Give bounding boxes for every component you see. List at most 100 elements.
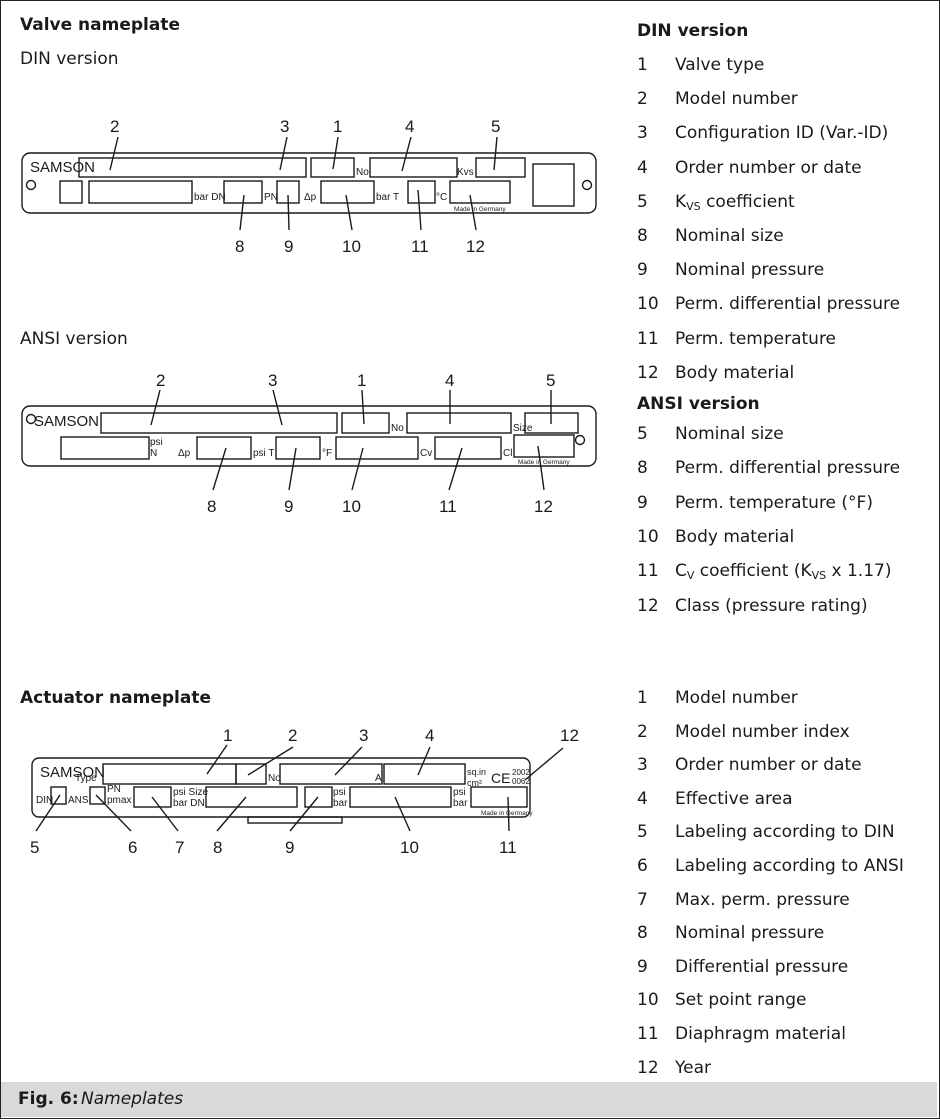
actuator-year: 2002 [512,768,530,777]
figure-title: Nameplates [81,1089,184,1109]
actuator-number: 10 [637,990,659,1011]
din-label: KVS coefficient [675,191,795,213]
ansi-number: 9 [637,492,648,513]
actuator-label: Set point range [675,990,807,1011]
actuator-label: Diaphragm material [675,1024,846,1044]
actuator-callout-6: 6 [128,838,137,857]
din-callout-4: 4 [405,117,414,136]
actuator-label: Nominal pressure [675,923,825,944]
actuator-din-label: DIN [36,795,53,806]
actuator-bar-label-2: bar [453,798,468,809]
actuator-nameplate-heading: Actuator nameplate [20,688,211,708]
ce-mark: CE [491,770,510,786]
ansi-callout-11: 11 [439,497,457,516]
ansi-version-label: ANSI version [20,329,128,349]
actuator-callout-5: 5 [30,838,39,857]
figure-caption: Fig. 6: Nameplates [1,1082,937,1117]
actuator-psi-label-2: psi [453,787,466,798]
ansi-callout-2: 2 [156,371,165,390]
ansi-callout-8: 8 [207,497,216,516]
actuator-bar-dn-label: bar DN [173,798,205,809]
actuator-label: Year [675,1057,711,1078]
actuator-callout-11: 11 [499,838,517,857]
ansi-made-in: Made in Germany [518,459,570,466]
actuator-callout-2: 2 [288,726,297,745]
ansi-cv-label: Cv [420,448,432,459]
legend-ansi-heading: ANSI version [637,394,760,414]
actuator-number: 12 [637,1057,659,1078]
din-number: 3 [637,123,648,144]
actuator-ansi-label: ANSI [68,795,91,806]
ansi-valve-nameplate [21,389,597,491]
legend-din-heading: DIN version [637,21,749,41]
din-no-label: No [356,167,369,178]
din-made-in: Made in Germany [454,206,506,213]
actuator-label: Model number [675,688,798,708]
actuator-label: Labeling according to DIN [675,822,895,843]
ansi-callout-4: 4 [445,371,454,390]
din-callout-11: 11 [411,237,429,256]
actuator-psi-size-label: psi Size [173,787,208,798]
din-label: Nominal size [675,226,784,246]
din-label: Model number [675,89,798,110]
din-number: 4 [637,157,648,178]
actuator-number: 1 [637,688,648,708]
actuator-callout-3: 3 [359,726,368,745]
din-callout-3: 3 [280,117,289,136]
ansi-psi-t-label: psi T [253,448,275,459]
ansi-number: 10 [637,526,659,547]
din-pn-label: PN [264,192,278,203]
ansi-callout-9: 9 [284,497,293,516]
din-plate-outline [21,152,597,214]
ansi-label: Perm. temperature (°F) [675,492,873,513]
valve-nameplate-heading: Valve nameplate [20,15,180,35]
actuator-nameplate [31,744,564,832]
ansi-label: Class (pressure rating) [675,595,868,616]
actuator-label: Differential pressure [675,956,849,977]
actuator-number: 7 [637,889,648,910]
actuator-number: 5 [637,822,648,843]
actuator-cm2-label: cm² [467,778,482,788]
figure-number: Fig. 6: [18,1089,79,1109]
din-callout-9: 9 [284,237,293,256]
actuator-callout-4: 4 [425,726,434,745]
actuator-bar-label-1: bar [333,798,348,809]
din-number: 5 [637,191,648,212]
din-label: Valve type [675,55,765,75]
actuator-number: 9 [637,956,648,977]
ansi-psi-label: psi [150,437,163,448]
ansi-number: 12 [637,595,659,616]
actuator-number: 3 [637,755,648,776]
actuator-pmax-label: pmax [107,795,131,806]
ansi-callout-12: 12 [534,497,553,516]
ansi-callout-1: 1 [357,371,366,390]
ansi-label: Perm. differential pressure [675,458,901,479]
ansi-dp-label: Δp [178,448,191,459]
actuator-pn-label: PN [107,784,121,795]
din-number: 9 [637,260,648,281]
actuator-code: 0062 [512,777,530,786]
din-callout-5: 5 [491,117,500,136]
actuator-type-label: Type [75,773,97,784]
ansi-number: 11 [637,561,659,582]
actuator-callout-12: 12 [560,726,579,745]
din-kvs-label: Kvs [457,167,474,178]
ansi-label: Nominal size [675,424,784,444]
ansi-label: Body material [675,526,795,547]
ansi-no-label: No [391,423,404,434]
din-version-label: DIN version [20,49,119,69]
din-brand: SAMSON [30,159,95,176]
din-valve-nameplate [21,136,597,231]
din-label: Body material [675,362,795,383]
din-label: Nominal pressure [675,260,825,281]
din-label: Perm. differential pressure [675,294,901,315]
actuator-number: 2 [637,721,648,742]
din-number: 11 [637,328,659,349]
actuator-callout-8: 8 [213,838,222,857]
din-label: Perm. temperature [675,328,837,349]
ansi-deg-f-label: °F [322,448,332,459]
actuator-brand: SAMSON [40,764,105,781]
actuator-psi-label-1: psi [333,787,346,798]
din-dp-label: Δp [304,192,317,203]
